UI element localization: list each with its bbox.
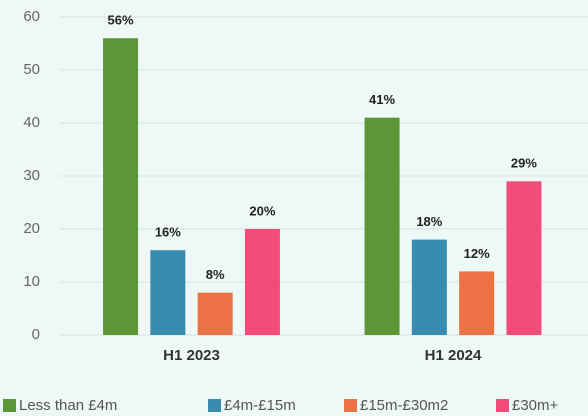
value-label: 56% bbox=[108, 13, 134, 28]
legend-label: Less than £4m bbox=[19, 397, 117, 414]
y-tick-label: 60 bbox=[23, 8, 40, 25]
legend-label: £4m-£15m bbox=[224, 397, 296, 414]
value-label: 18% bbox=[416, 214, 442, 229]
y-tick-label: 20 bbox=[23, 220, 40, 237]
bar bbox=[506, 181, 542, 335]
x-tick-label: H1 2023 bbox=[163, 347, 220, 364]
bar bbox=[411, 239, 447, 335]
bar bbox=[364, 117, 400, 335]
value-label: 29% bbox=[511, 156, 537, 171]
value-label: 12% bbox=[464, 246, 490, 261]
bar bbox=[459, 271, 495, 335]
y-tick-label: 0 bbox=[32, 326, 40, 343]
y-tick-label: 50 bbox=[23, 61, 40, 78]
y-tick-label: 40 bbox=[23, 114, 40, 131]
legend-swatch bbox=[496, 399, 509, 412]
y-tick-label: 10 bbox=[23, 273, 40, 290]
value-label: 20% bbox=[249, 203, 275, 218]
legend-label: £30m+ bbox=[512, 397, 559, 414]
bar bbox=[197, 292, 233, 335]
legend-label: £15m-£30m2 bbox=[360, 397, 448, 414]
bar bbox=[150, 250, 186, 335]
legend-swatch bbox=[344, 399, 357, 412]
y-tick-label: 30 bbox=[23, 167, 40, 184]
x-tick-label: H1 2024 bbox=[425, 347, 482, 364]
legend-swatch bbox=[3, 399, 16, 412]
legend-swatch bbox=[208, 399, 221, 412]
bar bbox=[103, 38, 139, 335]
value-label: 16% bbox=[155, 225, 181, 240]
value-label: 41% bbox=[369, 92, 395, 107]
value-label: 8% bbox=[206, 267, 225, 282]
bar bbox=[244, 229, 280, 335]
